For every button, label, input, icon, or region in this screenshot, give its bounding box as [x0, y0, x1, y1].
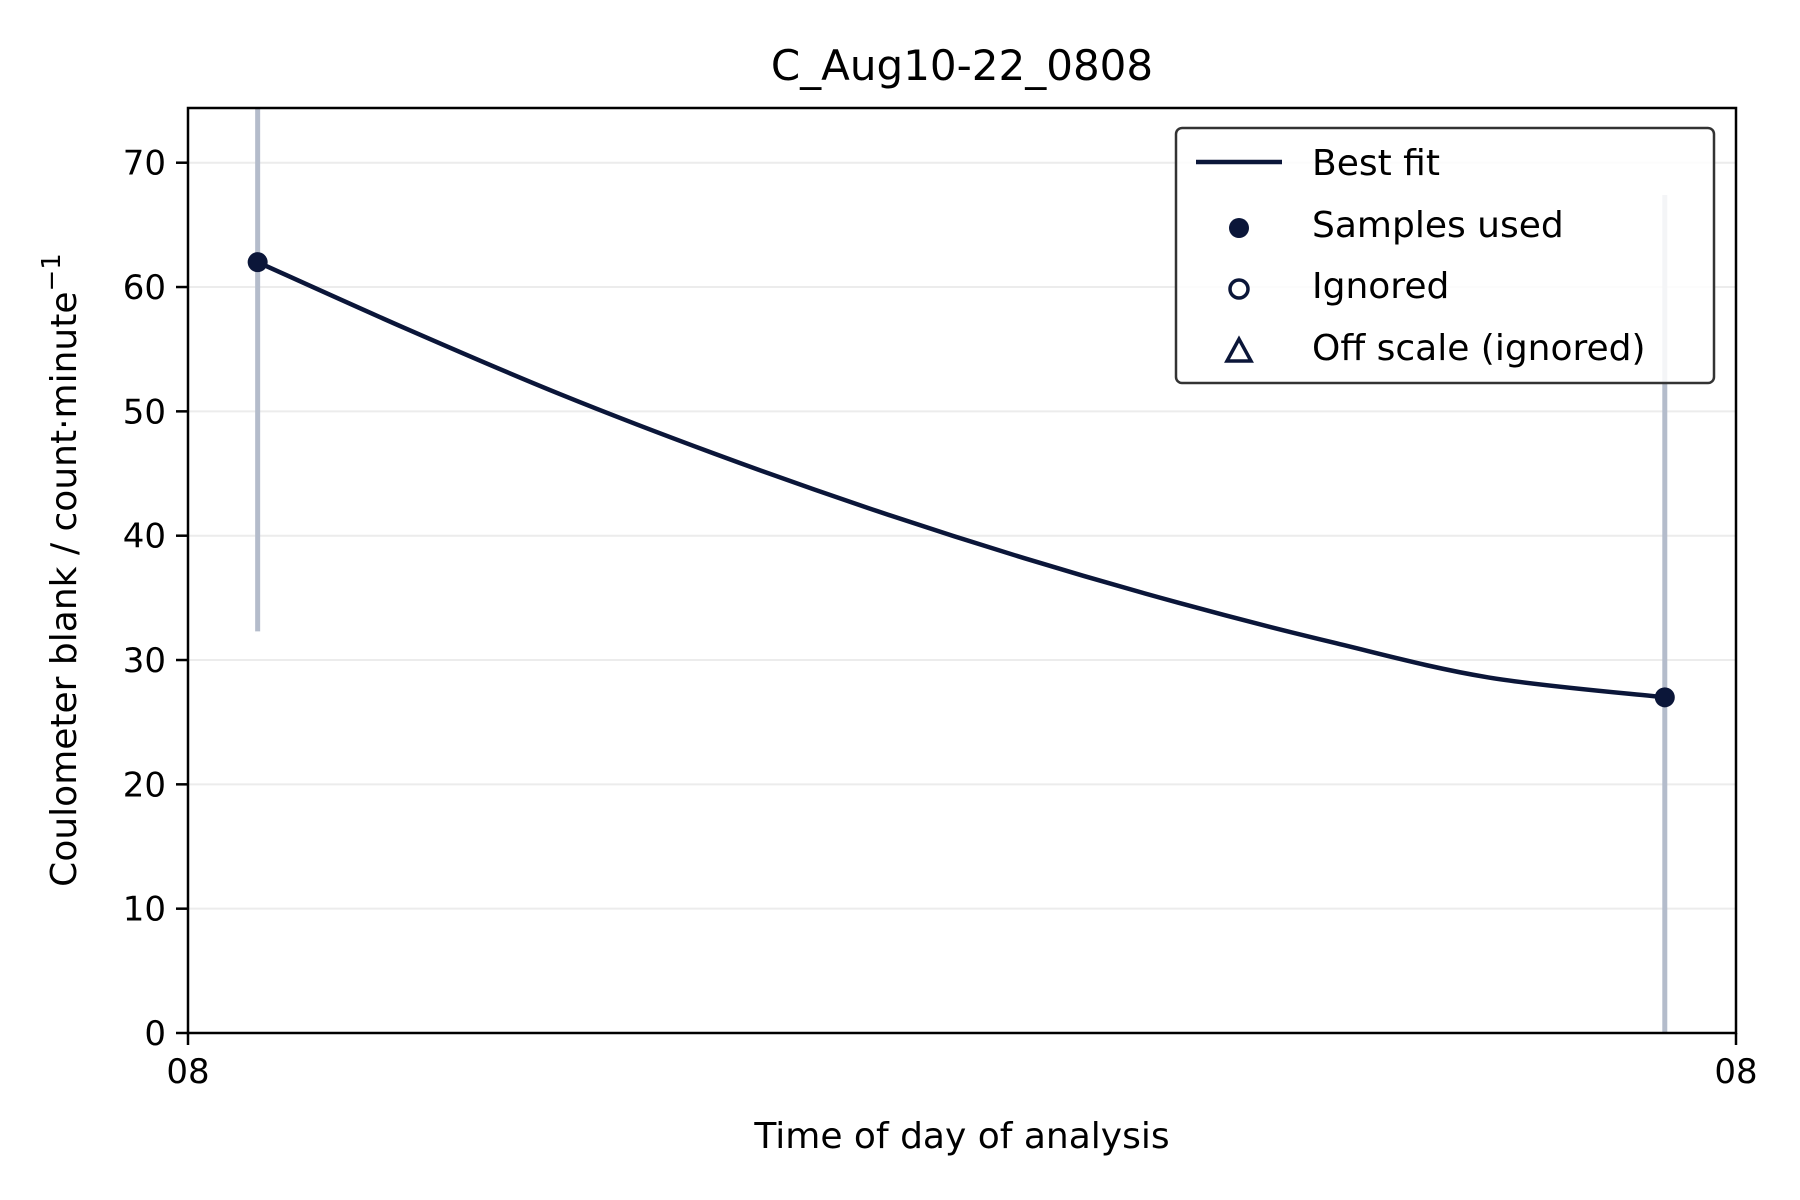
x-axis-ticks: 08 08	[166, 1033, 1758, 1092]
y-axis-label-exponent: −1	[37, 253, 67, 291]
legend-label-2: Ignored	[1312, 266, 1449, 307]
series-lines	[256, 260, 1666, 700]
legend-label-3: Off scale (ignored)	[1312, 328, 1646, 369]
y-tick-label-20: 20	[123, 765, 166, 805]
chart-title: C_Aug10-22_0808	[771, 41, 1153, 90]
y-tick-label-10: 10	[123, 890, 166, 930]
x-tick-label-1: 08	[1714, 1052, 1757, 1092]
plot-frame	[186, 106, 1738, 1035]
y-axis-label: Coulometer blank / count·minute−1	[37, 253, 85, 887]
series-line-best-fit	[256, 260, 1666, 700]
legend-frame	[1174, 126, 1716, 385]
grid	[188, 161, 1736, 1034]
x-axis-label: Time of day of analysis	[753, 1116, 1169, 1157]
y-tick-label-50: 50	[123, 392, 166, 432]
legend-swatch-off-scale	[1224, 335, 1254, 363]
legend-swatch-samples-used	[1229, 218, 1249, 238]
y-tick-label-70: 70	[123, 144, 166, 184]
y-tick-label-0: 0	[144, 1014, 166, 1054]
legend: Best fit Samples used Ignored Off scale (ig…	[1174, 126, 1716, 385]
y-tick-label-30: 30	[123, 641, 166, 681]
data-point-0	[247, 252, 268, 273]
data-points	[247, 252, 1675, 708]
y-tick-label-40: 40	[123, 517, 166, 557]
y-axis-ticks: 0 10 20 30 40 50 60 70	[123, 144, 188, 1054]
legend-swatch-ignored	[1228, 278, 1250, 300]
data-point-1	[1654, 687, 1675, 708]
y-axis-label-main: Coulometer blank / count·minute	[44, 292, 85, 887]
legend-label-0: Best fit	[1312, 143, 1440, 184]
x-tick-label-0: 08	[166, 1052, 209, 1092]
y-tick-label-60: 60	[123, 268, 166, 308]
legend-label-1: Samples used	[1312, 205, 1564, 246]
